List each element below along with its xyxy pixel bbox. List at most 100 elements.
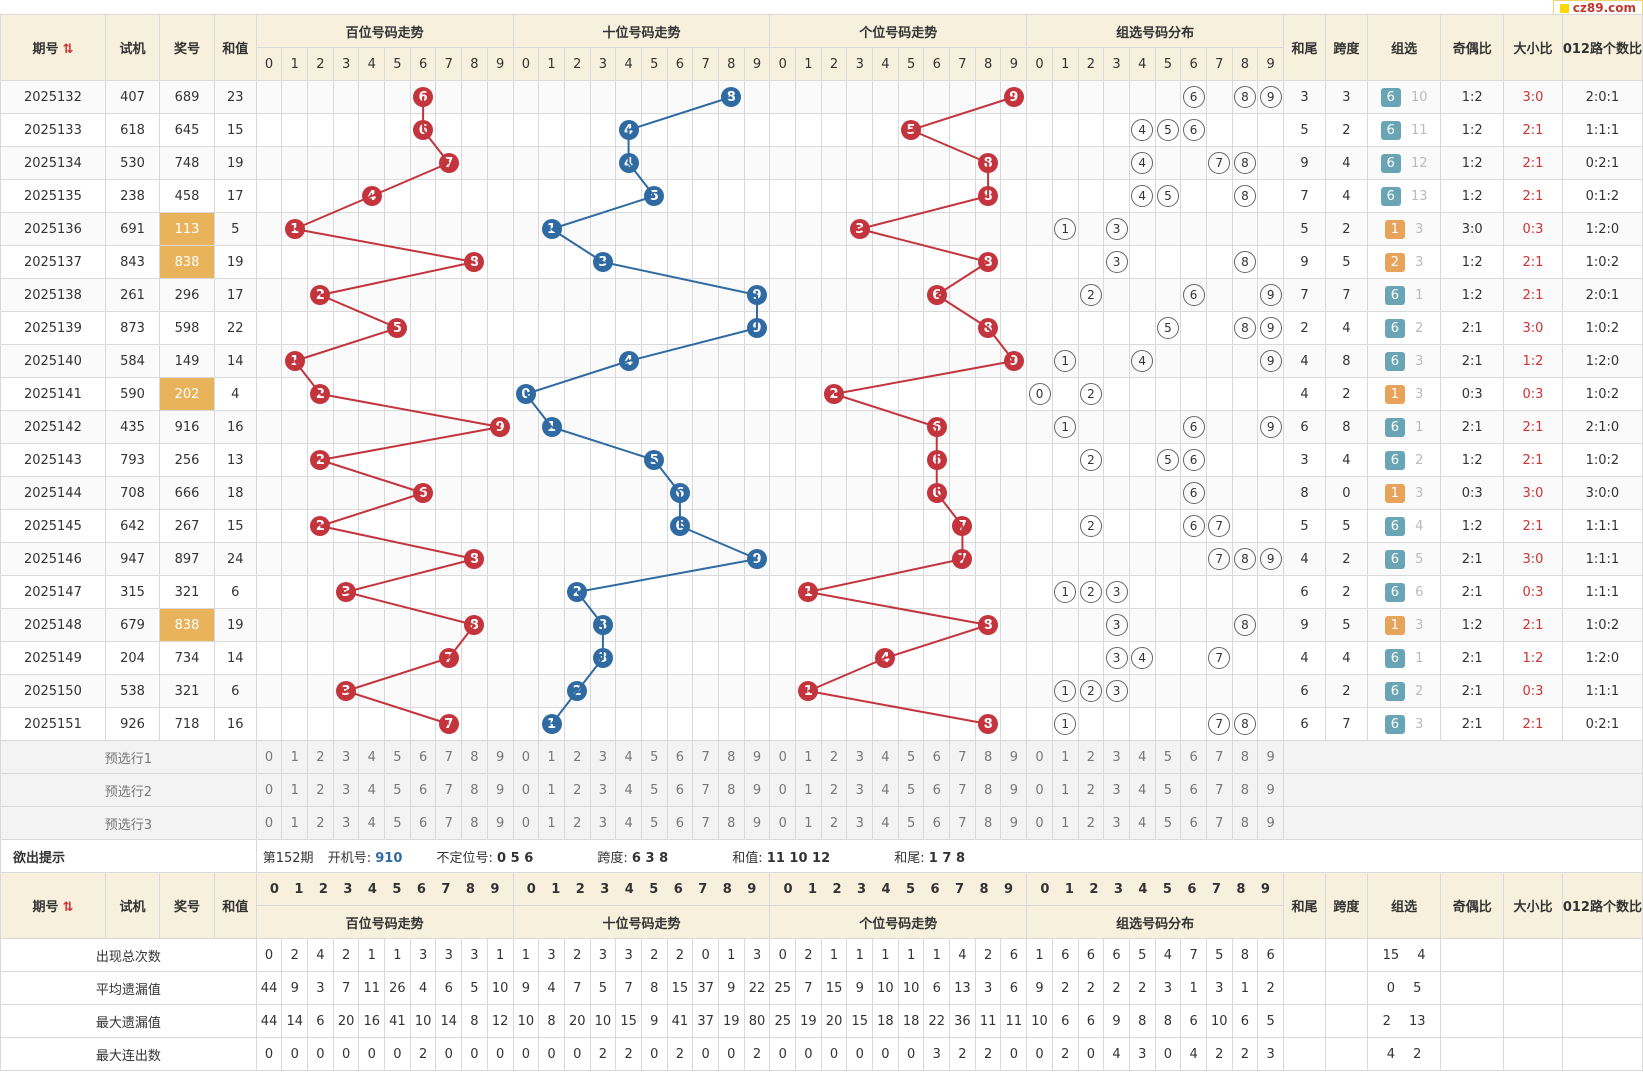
preselect-digit[interactable]: 8	[461, 806, 488, 840]
bottom-header-period[interactable]: 期号 ⇅	[0, 872, 106, 939]
preselect-digit[interactable]: 0	[1026, 773, 1053, 807]
preselect-digit[interactable]: 8	[717, 740, 745, 774]
preselect-digit[interactable]: 3	[846, 773, 874, 807]
preselect-digit[interactable]: 0	[769, 773, 797, 807]
preselect-digit[interactable]: 9	[1000, 773, 1028, 807]
preselect-digit[interactable]: 8	[461, 773, 488, 807]
preselect-digit[interactable]: 2	[1077, 773, 1105, 807]
preselect-digit[interactable]: 3	[846, 740, 874, 774]
preselect-digit[interactable]: 7	[1205, 806, 1233, 840]
preselect-digit[interactable]: 9	[743, 773, 771, 807]
preselect-digit[interactable]: 0	[255, 773, 283, 807]
preselect-digit[interactable]: 7	[435, 740, 463, 774]
preselect-digit[interactable]: 1	[795, 773, 822, 807]
preselect-digit[interactable]: 0	[255, 806, 283, 840]
preselect-digit[interactable]: 4	[358, 806, 386, 840]
preselect-digit[interactable]: 3	[1103, 740, 1130, 774]
preselect-digit[interactable]: 4	[872, 806, 899, 840]
preselect-digit[interactable]: 4	[1128, 773, 1156, 807]
preselect-digit[interactable]: 5	[1154, 773, 1182, 807]
preselect-digit[interactable]: 5	[384, 773, 411, 807]
preselect-digit[interactable]: 6	[666, 773, 694, 807]
preselect-digit[interactable]: 4	[358, 773, 386, 807]
preselect-digit[interactable]: 7	[949, 806, 976, 840]
preselect-digit[interactable]: 7	[435, 773, 463, 807]
preselect-digit[interactable]: 6	[1180, 740, 1207, 774]
preselect-digit[interactable]: 0	[512, 773, 540, 807]
preselect-digit[interactable]: 9	[486, 740, 514, 774]
preselect-digit[interactable]: 4	[872, 773, 899, 807]
preselect-digit[interactable]: 5	[640, 806, 668, 840]
preselect-digit[interactable]: 0	[512, 740, 540, 774]
preselect-digit[interactable]: 2	[820, 806, 848, 840]
preselect-digit[interactable]: 2	[820, 773, 848, 807]
preselect-digit[interactable]: 3	[846, 806, 874, 840]
preselect-digit[interactable]: 4	[615, 806, 642, 840]
preselect-digit[interactable]: 3	[332, 740, 360, 774]
preselect-digit[interactable]: 3	[332, 773, 360, 807]
preselect-digit[interactable]: 4	[615, 740, 642, 774]
preselect-digit[interactable]: 2	[1077, 806, 1105, 840]
preselect-digit[interactable]: 6	[409, 806, 437, 840]
preselect-digit[interactable]: 2	[307, 773, 334, 807]
preselect-digit[interactable]: 1	[538, 773, 565, 807]
preselect-digit[interactable]: 1	[795, 806, 822, 840]
preselect-digit[interactable]: 9	[1000, 740, 1028, 774]
preselect-digit[interactable]: 1	[281, 773, 309, 807]
preselect-digit[interactable]: 9	[1000, 806, 1028, 840]
header-period[interactable]: 期号 ⇅	[0, 14, 106, 81]
preselect-digit[interactable]: 7	[692, 740, 719, 774]
preselect-digit[interactable]: 7	[949, 773, 976, 807]
preselect-digit[interactable]: 5	[1154, 806, 1182, 840]
preselect-digit[interactable]: 7	[949, 740, 976, 774]
preselect-digit[interactable]: 1	[538, 806, 565, 840]
preselect-digit[interactable]: 6	[923, 740, 951, 774]
preselect-digit[interactable]: 0	[255, 740, 283, 774]
preselect-digit[interactable]: 4	[872, 740, 899, 774]
preselect-digit[interactable]: 6	[666, 806, 694, 840]
preselect-digit[interactable]: 9	[1257, 740, 1285, 774]
preselect-digit[interactable]: 0	[769, 806, 797, 840]
preselect-digit[interactable]: 8	[974, 806, 1002, 840]
preselect-digit[interactable]: 6	[1180, 773, 1207, 807]
preselect-digit[interactable]: 9	[743, 740, 771, 774]
preselect-digit[interactable]: 7	[692, 773, 719, 807]
preselect-digit[interactable]: 5	[384, 806, 411, 840]
preselect-digit[interactable]: 4	[1128, 806, 1156, 840]
preselect-digit[interactable]: 3	[1103, 773, 1130, 807]
preselect-digit[interactable]: 1	[281, 806, 309, 840]
preselect-digit[interactable]: 6	[409, 740, 437, 774]
preselect-digit[interactable]: 4	[615, 773, 642, 807]
preselect-digit[interactable]: 7	[435, 806, 463, 840]
preselect-digit[interactable]: 4	[1128, 740, 1156, 774]
preselect-digit[interactable]: 5	[897, 773, 925, 807]
preselect-digit[interactable]: 6	[1180, 806, 1207, 840]
preselect-digit[interactable]: 7	[1205, 740, 1233, 774]
preselect-digit[interactable]: 5	[640, 773, 668, 807]
preselect-digit[interactable]: 5	[897, 740, 925, 774]
preselect-digit[interactable]: 2	[563, 773, 591, 807]
preselect-digit[interactable]: 8	[461, 740, 488, 774]
preselect-digit[interactable]: 8	[717, 806, 745, 840]
preselect-digit[interactable]: 0	[769, 740, 797, 774]
sort-icon[interactable]: ⇅	[62, 42, 74, 57]
preselect-digit[interactable]: 1	[795, 740, 822, 774]
preselect-digit[interactable]: 4	[358, 740, 386, 774]
preselect-digit[interactable]: 8	[717, 773, 745, 807]
preselect-digit[interactable]: 5	[1154, 740, 1182, 774]
preselect-digit[interactable]: 9	[1257, 773, 1285, 807]
preselect-digit[interactable]: 5	[384, 740, 411, 774]
preselect-digit[interactable]: 1	[281, 740, 309, 774]
preselect-digit[interactable]: 7	[1205, 773, 1233, 807]
preselect-digit[interactable]: 2	[307, 740, 334, 774]
preselect-digit[interactable]: 1	[1051, 806, 1079, 840]
preselect-digit[interactable]: 2	[1077, 740, 1105, 774]
preselect-digit[interactable]: 3	[589, 773, 617, 807]
preselect-digit[interactable]: 3	[1103, 806, 1130, 840]
preselect-digit[interactable]: 0	[512, 806, 540, 840]
preselect-digit[interactable]: 8	[974, 740, 1002, 774]
preselect-digit[interactable]: 2	[563, 806, 591, 840]
preselect-digit[interactable]: 5	[640, 740, 668, 774]
preselect-digit[interactable]: 2	[563, 740, 591, 774]
preselect-digit[interactable]: 8	[1231, 806, 1259, 840]
